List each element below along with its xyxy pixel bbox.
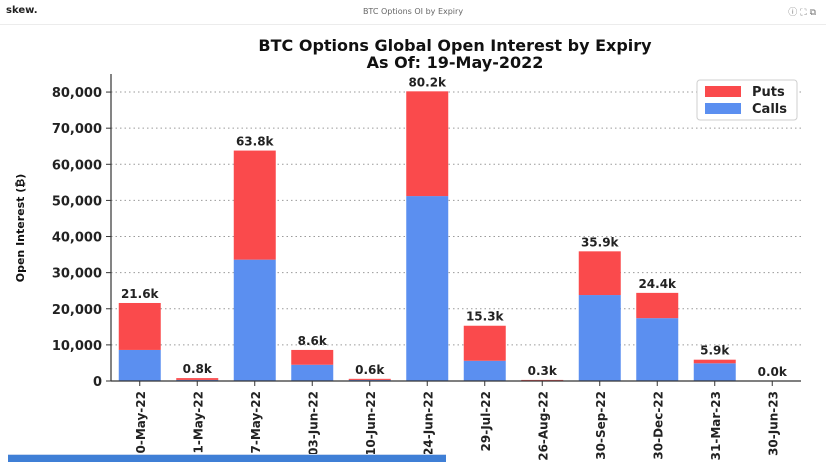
bar-calls — [118, 349, 161, 381]
bar-puts — [636, 292, 679, 319]
bar-calls — [463, 360, 506, 381]
bar-calls — [291, 364, 334, 381]
bar-total-label: 8.6k — [298, 334, 328, 348]
x-tick-label: 30-Jun-23 — [766, 391, 780, 456]
bar-puts — [578, 251, 621, 296]
chart-title: BTC Options Global Open Interest by Expi… — [258, 36, 652, 55]
bar-calls — [693, 363, 736, 381]
x-tick-label: 21-May-22 — [191, 391, 205, 461]
bar-puts — [291, 349, 334, 365]
y-tick-label: 20,000 — [52, 303, 102, 318]
bar-total-label: 80.2k — [408, 75, 447, 89]
page-title: BTC Options OI by Expiry — [362, 7, 464, 16]
expand-icon[interactable]: ⛶ — [800, 8, 807, 18]
chart-subtitle: As Of: 19-May-2022 — [367, 53, 544, 72]
x-tick-label: 10-Jun-22 — [364, 391, 378, 456]
y-tick-label: 0 — [93, 375, 102, 390]
bar-total-label: 21.6k — [121, 287, 160, 301]
bar-total-label: 35.9k — [581, 235, 620, 249]
x-tick-label: 30-Dec-22 — [651, 391, 665, 460]
bar-puts — [406, 91, 449, 197]
y-tick-label: 40,000 — [52, 231, 102, 246]
legend-label: Puts — [752, 85, 785, 100]
bar-total-label: 0.0k — [758, 365, 788, 379]
bar-calls — [406, 196, 449, 381]
bar-total-label: 24.4k — [638, 277, 677, 291]
info-icon[interactable]: ⓘ — [788, 8, 798, 18]
copy-icon[interactable]: ⧉ — [809, 8, 816, 18]
bar-total-label: 0.6k — [355, 363, 385, 377]
x-tick-label: 26-Aug-22 — [536, 391, 550, 461]
y-tick-label: 80,000 — [52, 86, 102, 101]
brand-logo: skew. — [6, 5, 38, 16]
legend-label: Calls — [752, 102, 787, 117]
top-bar: skew. BTC Options OI by Expiry ⓘ ⛶ ⧉ — [0, 0, 826, 25]
x-tick-label: 03-Jun-22 — [306, 391, 320, 456]
x-tick-label: 20-May-22 — [134, 391, 148, 461]
x-tick-label: 31-Mar-23 — [709, 391, 723, 460]
x-tick-label: 30-Sep-22 — [594, 391, 608, 460]
bar-total-label: 0.3k — [528, 364, 558, 378]
bar-puts — [348, 378, 391, 380]
bar-puts — [463, 325, 506, 361]
toolbar-icons: ⓘ ⛶ ⧉ — [785, 5, 816, 18]
x-tick-label: 29-Jul-22 — [479, 391, 493, 451]
bar-total-label: 15.3k — [466, 310, 505, 324]
bar-puts — [176, 378, 219, 380]
y-axis-label: Open Interest (₿) — [14, 174, 27, 283]
bar-puts — [693, 359, 736, 364]
y-tick-label: 70,000 — [52, 122, 102, 137]
x-tick-label: 24-Jun-22 — [421, 391, 435, 456]
bar-puts — [118, 302, 161, 350]
bar-total-label: 5.9k — [700, 344, 730, 358]
y-tick-label: 60,000 — [52, 158, 102, 173]
scroll-bar[interactable] — [8, 454, 446, 462]
legend-swatch — [705, 86, 741, 97]
bar-calls — [233, 259, 276, 381]
bar-total-label: 0.8k — [183, 362, 213, 376]
bar-calls — [578, 295, 621, 381]
bar-calls — [636, 318, 679, 381]
x-tick-label: 27-May-22 — [249, 391, 263, 461]
y-tick-label: 10,000 — [52, 339, 102, 354]
bar-puts — [233, 150, 276, 260]
bar-puts — [521, 379, 564, 381]
y-tick-label: 50,000 — [52, 194, 102, 209]
legend-swatch — [705, 103, 741, 114]
y-tick-label: 30,000 — [52, 267, 102, 282]
bar-total-label: 63.8k — [236, 135, 275, 149]
